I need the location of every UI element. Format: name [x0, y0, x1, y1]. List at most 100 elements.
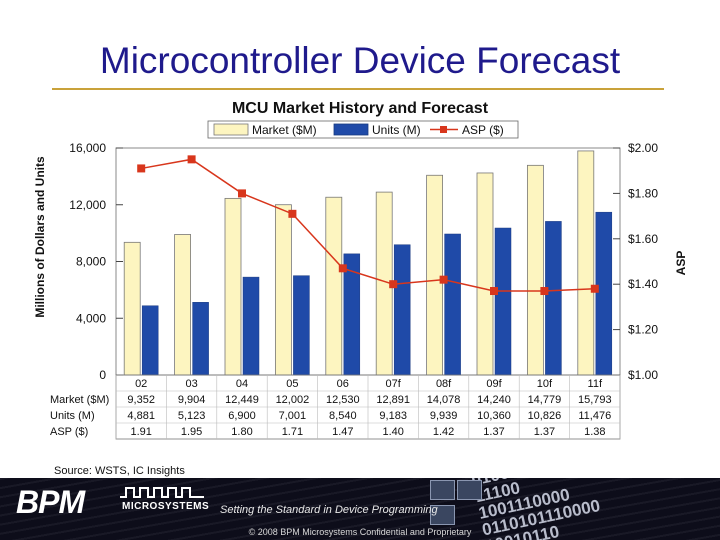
bar-series — [123, 150, 613, 376]
copyright-text: © 2008 BPM Microsystems Confidential and… — [248, 527, 472, 537]
table-cell: 14,078 — [427, 394, 461, 406]
plot-frame — [115, 147, 621, 376]
asp-line — [141, 158, 595, 292]
x-tick-label: 02 — [135, 378, 147, 390]
x-tick-label: 03 — [185, 378, 197, 390]
chart-legend: Market ($M) Units (M) ASP ($) — [207, 120, 519, 139]
footer-thumbnails — [430, 480, 510, 525]
slide-title: Microcontroller Device Forecast — [99, 40, 621, 81]
table-cell: 12,002 — [276, 394, 310, 406]
y2-tick-label: $1.60 — [628, 232, 658, 246]
table-cell: 1.80 — [231, 426, 252, 438]
bar-units — [393, 244, 411, 376]
bar-units — [545, 221, 562, 376]
y-tick-label: 0 — [99, 368, 106, 382]
asp-point — [490, 287, 498, 296]
tagline: Setting the Standard in Device Programmi… — [220, 504, 438, 516]
legend-swatch-marker — [440, 126, 447, 133]
legend-swatch — [333, 123, 369, 136]
thumbnail-image — [430, 480, 455, 500]
x-tick-label: 04 — [236, 378, 248, 390]
y-tick-label: 16,000 — [69, 141, 106, 155]
y-tick-label: 4,000 — [76, 311, 106, 325]
data-table: 02 03 04 05 06 07f 08f 09f 10f 11f Market ($M) 9,35… — [50, 374, 621, 440]
bar-market — [224, 197, 242, 376]
table-cell: 7,001 — [279, 410, 307, 422]
asp-point — [288, 209, 297, 218]
table-cell: 12,449 — [225, 394, 259, 406]
table-cell: 14,779 — [528, 394, 562, 406]
table-cell: 4,881 — [127, 410, 155, 422]
table-cell: 1.47 — [332, 426, 353, 438]
asp-point — [338, 264, 347, 273]
legend-swatch — [213, 123, 249, 136]
y2-tick-label: $1.80 — [628, 186, 658, 200]
y2-tick-label: $1.40 — [628, 277, 658, 291]
table-cell: 10,360 — [477, 410, 511, 422]
y-axis-right: $1.00 $1.20 $1.40 $1.60 $1.80 $2.00 — [613, 141, 658, 382]
title-underline — [52, 88, 664, 90]
table-cell: 1.40 — [382, 426, 403, 438]
legend-label: Market ($M) — [252, 123, 317, 137]
y-tick-label: 12,000 — [69, 198, 106, 212]
bar-units — [494, 227, 512, 376]
asp-point — [540, 287, 549, 296]
asp-point — [439, 275, 448, 284]
table-cell: 9,183 — [379, 410, 407, 422]
plot-area — [115, 147, 621, 376]
bar-market — [476, 172, 494, 376]
asp-line-series — [137, 155, 599, 296]
footer-background — [0, 478, 720, 540]
table-cell: 5,123 — [178, 410, 206, 422]
x-tick-label: 05 — [286, 378, 298, 390]
table-cell: 1.95 — [181, 426, 202, 438]
chart-source: Source: WSTS, IC Insights — [54, 465, 185, 477]
y2-tick-label: $1.20 — [628, 323, 658, 337]
table-cell: 12,530 — [326, 394, 360, 406]
bar-market — [174, 234, 192, 376]
table-cell: 8,540 — [329, 410, 357, 422]
bar-market — [426, 174, 444, 376]
bar-units — [444, 233, 461, 376]
bar-market — [526, 164, 544, 376]
y2-tick-label: $1.00 — [628, 368, 658, 382]
company-logo-subtitle: MICROSYSTEMS — [122, 501, 210, 512]
thumbnail-image — [457, 480, 482, 500]
chart-panel: MCU Market History and Forecast Market (… — [30, 92, 690, 478]
bar-units — [141, 305, 159, 376]
table-cell: 15,793 — [578, 394, 612, 406]
table-cell: 9,352 — [127, 394, 155, 406]
asp-point — [590, 284, 599, 293]
chart-title: MCU Market History and Forecast — [232, 100, 489, 117]
bar-units — [293, 275, 310, 376]
x-tick-label: 10f — [537, 378, 553, 390]
table-cell: 1.42 — [433, 426, 454, 438]
mcu-chart: MCU Market History and Forecast Market (… — [33, 100, 688, 477]
x-tick-label: 09f — [486, 378, 502, 390]
asp-point — [137, 164, 146, 173]
table-cell: 1.37 — [534, 426, 555, 438]
table-cell: 6,900 — [228, 410, 256, 422]
bar-units — [192, 302, 209, 376]
table-cell: 12,891 — [376, 394, 410, 406]
bar-market — [274, 204, 292, 376]
table-cell: 1.91 — [130, 426, 151, 438]
bar-market — [577, 150, 595, 376]
x-tick-label: 08f — [436, 378, 452, 390]
bar-units — [595, 211, 613, 376]
asp-point — [187, 155, 196, 164]
table-row-label: Units (M) — [50, 410, 95, 422]
legend-label: Units (M) — [372, 123, 421, 137]
x-tick-label: 11f — [588, 378, 603, 390]
thumbnail-image — [430, 505, 455, 525]
table-cell: 9,939 — [430, 410, 458, 422]
table-cell: 1.37 — [483, 426, 504, 438]
asp-point — [389, 280, 398, 289]
bar-market — [123, 241, 141, 376]
y2-axis-title: ASP — [674, 251, 688, 276]
table-cell: 11,476 — [578, 410, 611, 422]
company-logo: BPM — [16, 484, 85, 520]
y2-tick-label: $2.00 — [628, 141, 658, 155]
bar-market — [325, 196, 343, 376]
